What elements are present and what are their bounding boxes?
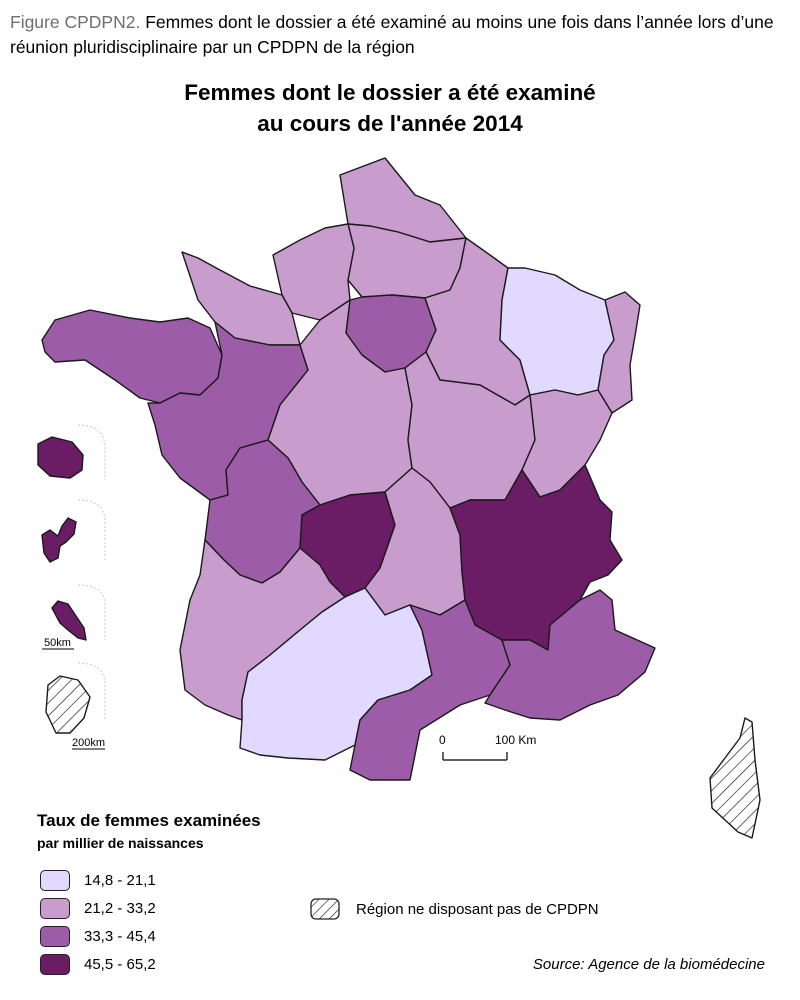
legend-swatch: [40, 925, 70, 947]
region-languedoc-roussillon: [349, 599, 511, 781]
legend-item-class-1: 14,8 - 21,1: [40, 868, 156, 892]
legend-item-class-3: 33,3 - 45,4: [40, 924, 156, 948]
map-title: Femmes dont le dossier a été examiné au …: [0, 77, 780, 139]
legend-swatch: [40, 869, 70, 891]
hatch-swatch: [310, 898, 340, 920]
legend-item-label: 33,3 - 45,4: [84, 927, 156, 945]
legend-swatch: [40, 953, 70, 975]
figure-caption: Figure CPDPN2. Femmes dont le dossier a …: [10, 10, 790, 60]
region-corse: [709, 717, 761, 839]
region-martinique: [51, 600, 87, 641]
legend-item-label: 45,5 - 65,2: [84, 955, 156, 973]
region-paca: [484, 589, 656, 721]
region-guadeloupe: [41, 517, 77, 563]
region-la-reunion: [37, 436, 84, 479]
map-title-line1: Femmes dont le dossier a été examiné: [184, 80, 596, 105]
region-guyane: [45, 675, 91, 734]
legend-item-label: 21,2 - 33,2: [84, 899, 156, 917]
legend-item-no-cpdpn: Région ne disposant pas de CPDPN: [310, 898, 599, 920]
map-title-line2: au cours de l'année 2014: [257, 111, 523, 136]
region-bretagne: [41, 309, 223, 404]
legend-subtitle: par millier de naissances: [37, 835, 204, 851]
inset-scale-large-label: 200km: [72, 737, 105, 749]
legend-item-class-4: 45,5 - 65,2: [40, 952, 156, 976]
legend-title: Taux de femmes examinées: [37, 811, 261, 830]
legend-swatch: [40, 897, 70, 919]
no-cpdpn-label: Région ne disposant pas de CPDPN: [356, 900, 599, 918]
legend-item-label: 14,8 - 21,1: [84, 871, 156, 889]
scale-bar: [442, 752, 508, 761]
source-note: Source: Agence de la biomédecine: [532, 956, 765, 973]
legend-item-class-2: 21,2 - 33,2: [40, 896, 156, 920]
figure-caption-text: Femmes dont le dossier a été examiné au …: [10, 12, 774, 57]
inset-scale-small-label: 50km: [44, 637, 71, 649]
region-franche-comte: [521, 389, 613, 498]
figure-label: Figure CPDPN2.: [10, 12, 141, 32]
scale-bar-end-label: 100 Km: [495, 733, 536, 747]
inset-frames: [77, 424, 106, 720]
scale-bar-start-label: 0: [439, 733, 446, 747]
region-alsace: [597, 291, 641, 414]
